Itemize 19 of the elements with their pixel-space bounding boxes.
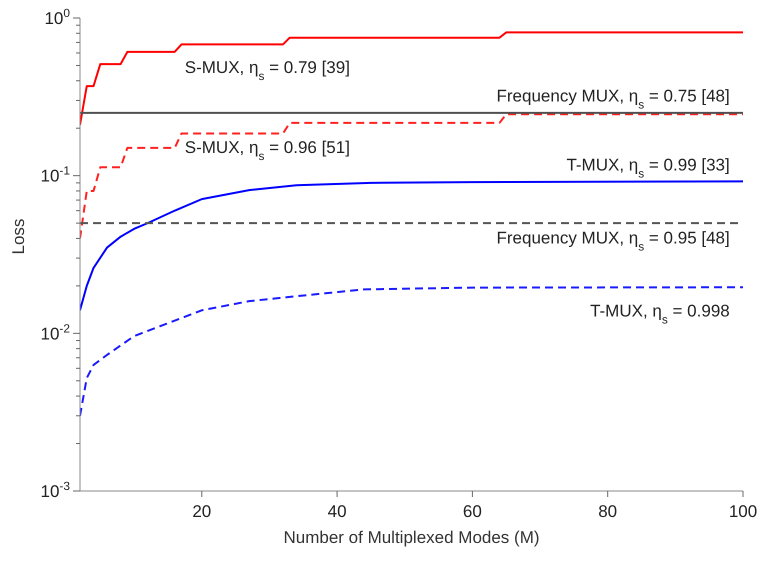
series-label: T-MUX, η$_{s}$ = 0.998 <box>590 301 730 326</box>
x-tick-label: 100 <box>728 502 758 521</box>
y-axis-title: Loss <box>9 218 28 254</box>
x-tick-label: 20 <box>192 502 212 521</box>
line-series <box>80 31 743 126</box>
series-label: S-MUX, η$_{s}$ = 0.79 [39] <box>184 58 350 83</box>
x-tick-label: 80 <box>598 502 618 521</box>
y-tick-label: 10$^{-3}$ <box>40 479 70 501</box>
series-label: S-MUX, η$_{s}$ = 0.96 [51] <box>184 138 350 163</box>
series-label: T-MUX, η$_{s}$ = 0.99 [33] <box>566 155 730 180</box>
x-tick-label: 40 <box>328 502 347 521</box>
series-label: Frequency MUX, η$_{s}$ = 0.95 [48] <box>496 228 730 254</box>
y-tick-label: 10$^{-1}$ <box>40 164 70 186</box>
series-label: Frequency MUX, η$_{s}$ = 0.75 [48] <box>496 86 730 112</box>
line-series <box>80 286 743 417</box>
x-axis-title: Number of Multiplexed Modes (M) <box>283 528 540 547</box>
y-tick-label: 10$^{-2}$ <box>40 321 70 344</box>
y-tick-label: 10$^{0}$ <box>44 6 70 28</box>
x-tick-label: 60 <box>462 502 482 521</box>
